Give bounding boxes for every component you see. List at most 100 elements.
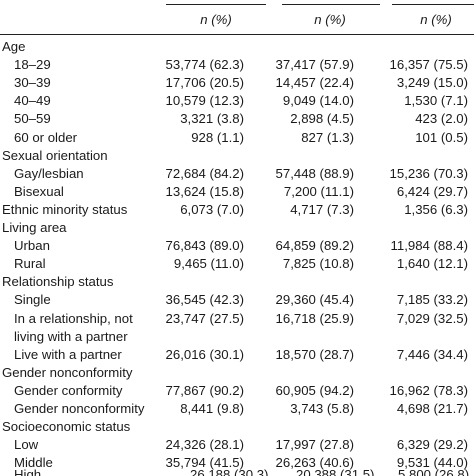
cell-col3: 16,962 (78.3) <box>389 382 468 398</box>
row-label: Age <box>2 39 26 54</box>
table-row: 50–59 3,321 (3.8) 2,898 (4.5) 423 (2.0) <box>0 110 474 128</box>
cell-col2: 20,388 (31.5) <box>296 467 375 476</box>
table-row: Live with a partner 26,016 (30.1) 18,570 (… <box>0 346 474 364</box>
table-row: Gay/lesbian 72,684 (84.2) 57,448 (88.9) 15,… <box>0 165 474 183</box>
cell-col1: 6,073 (7.0) <box>180 201 244 217</box>
table-row: 40–49 10,579 (12.3) 9,049 (14.0) 1,530 (7.1… <box>0 92 474 110</box>
column-header-3: n (%) <box>420 12 452 27</box>
row-label: 40–49 <box>14 93 51 109</box>
row-label: 30–39 <box>14 75 51 91</box>
row-label: Gender nonconformity <box>2 364 133 380</box>
table-row: Middle 35,794 (41.5) 26,263 (40.6) 9,531 (4… <box>0 454 474 472</box>
row-label: 50–59 <box>14 111 51 127</box>
cell-col2: 64,859 (89.2) <box>275 238 354 254</box>
cell-col1: 76,843 (89.0) <box>165 238 244 254</box>
cell-col3: 4,698 (21.7) <box>396 401 468 416</box>
table-row: Gender nonconformity <box>0 364 474 382</box>
cell-col1: 53,774 (62.3) <box>165 57 244 73</box>
cell-col2: 9,049 (14.0) <box>282 93 354 109</box>
row-label: Living area <box>2 220 67 235</box>
table-row: Living area <box>0 219 474 237</box>
cell-col1: 10,579 (12.3) <box>165 93 244 109</box>
cell-col3: 15,236 (70.3) <box>389 165 468 181</box>
cell-col2: 7,200 (11.1) <box>283 183 354 199</box>
row-label: Relationship status <box>2 274 114 290</box>
row-label: Gender nonconformity <box>14 401 145 416</box>
cell-col3: 7,029 (32.5) <box>396 310 468 326</box>
table-row: Gender conformity 77,867 (90.2) 60,905 (94… <box>0 382 474 400</box>
cell-col2: 827 (1.3) <box>301 129 354 145</box>
row-label: 60 or older <box>14 129 78 145</box>
cell-col1: 24,326 (28.1) <box>165 437 244 453</box>
row-label: In a relationship, not <box>14 310 133 326</box>
table-row: living with a partner <box>0 328 474 346</box>
row-label: Ethnic minority status <box>2 201 128 217</box>
row-label: Low <box>14 437 39 453</box>
row-label: Bisexual <box>14 183 64 199</box>
row-label: living with a partner <box>14 328 128 344</box>
column-header-1: n (%) <box>200 12 232 27</box>
cell-col1: 72,684 (84.2) <box>165 165 244 181</box>
cell-col1: 8,441 (9.8) <box>180 401 244 416</box>
header-rule <box>0 34 474 35</box>
cell-col3: 7,185 (33.2) <box>396 292 468 308</box>
cell-col3: 6,329 (29.2) <box>396 437 468 453</box>
table-row: 30–39 17,706 (20.5) 14,457 (22.4) 3,249 (15… <box>0 74 474 92</box>
table-row: Ethnic minority status 6,073 (7.0) 4,717 (… <box>0 201 474 219</box>
cell-col2: 18,570 (28.7) <box>275 346 354 362</box>
cell-col3: 16,357 (75.5) <box>389 57 468 73</box>
cell-col2: 14,457 (22.4) <box>275 75 354 91</box>
table-row: Bisexual 13,624 (15.8) 7,200 (11.1) 6,424 (… <box>0 183 474 201</box>
cell-col1: 17,706 (20.5) <box>165 75 244 91</box>
cell-col3: 5,800 (26.8) <box>398 467 470 476</box>
cell-col1: 9,465 (11.0) <box>173 256 244 272</box>
table-row: Rural 9,465 (11.0) 7,825 (10.8) 1,640 (12.1… <box>0 255 474 273</box>
row-label: Gay/lesbian <box>14 165 84 181</box>
cell-col1: 26,016 (30.1) <box>165 346 244 362</box>
top-rule-col3 <box>392 4 474 5</box>
table-row: Socioeconomic status <box>0 418 474 436</box>
cell-col1: 3,321 (3.8) <box>180 111 244 127</box>
row-label: Live with a partner <box>14 346 122 362</box>
table-row: 60 or older 928 (1.1) 827 (1.3) 101 (0.5) <box>0 129 474 147</box>
table-row: Relationship status <box>0 273 474 291</box>
row-label: High <box>14 467 42 476</box>
cell-col2: 7,825 (10.8) <box>282 256 354 272</box>
cell-col1: 36,545 (42.3) <box>165 292 244 308</box>
cell-col1: 23,747 (27.5) <box>165 310 244 326</box>
top-rule-col1 <box>166 4 266 5</box>
cell-col1: 26,188 (30.3) <box>190 467 269 476</box>
row-label: Middle <box>14 455 53 471</box>
cell-col2: 37,417 (57.9) <box>275 57 354 73</box>
cell-col2: 17,997 (27.8) <box>275 437 354 453</box>
table-row: Gender nonconformity 8,441 (9.8) 3,743 (5.… <box>0 400 474 418</box>
cell-col2: 4,717 (7.3) <box>290 201 354 217</box>
cell-col2: 3,743 (5.8) <box>290 401 354 416</box>
cell-col3: 9,531 (44.0) <box>396 455 468 471</box>
row-label: Rural <box>14 256 46 272</box>
cell-col1: 77,867 (90.2) <box>165 382 244 398</box>
cell-col1: 35,794 (41.5) <box>165 455 244 471</box>
top-rule-col2 <box>282 4 380 5</box>
cell-col3: 6,424 (29.7) <box>396 183 468 199</box>
table-row: 18–29 53,774 (62.3) 37,417 (57.9) 16,357 (7… <box>0 56 474 74</box>
cell-col3: 11,984 (88.4) <box>390 238 468 254</box>
row-label: 18–29 <box>14 57 51 73</box>
row-label: Socioeconomic status <box>2 419 131 435</box>
cell-col2: 16,718 (25.9) <box>275 310 354 326</box>
table-row: Low 24,326 (28.1) 17,997 (27.8) 6,329 (29.2… <box>0 436 474 454</box>
cell-col2: 57,448 (88.9) <box>275 165 354 181</box>
cell-col2: 60,905 (94.2) <box>275 382 354 398</box>
row-label: Sexual orientation <box>2 147 108 163</box>
cell-col3: 423 (2.0) <box>415 111 468 127</box>
table-row: Sexual orientation <box>0 147 474 165</box>
cell-col3: 1,530 (7.1) <box>404 93 468 109</box>
cell-col1: 928 (1.1) <box>191 129 244 145</box>
table-row: Age <box>0 38 474 56</box>
cell-col2: 2,898 (4.5) <box>290 111 354 127</box>
table-row: Urban 76,843 (89.0) 64,859 (89.2) 11,984 (8… <box>0 237 474 255</box>
cell-col3: 1,640 (12.1) <box>396 256 468 272</box>
cell-col3: 101 (0.5) <box>415 129 468 145</box>
column-header-2: n (%) <box>314 12 346 27</box>
cell-col3: 7,446 (34.4) <box>396 346 468 362</box>
